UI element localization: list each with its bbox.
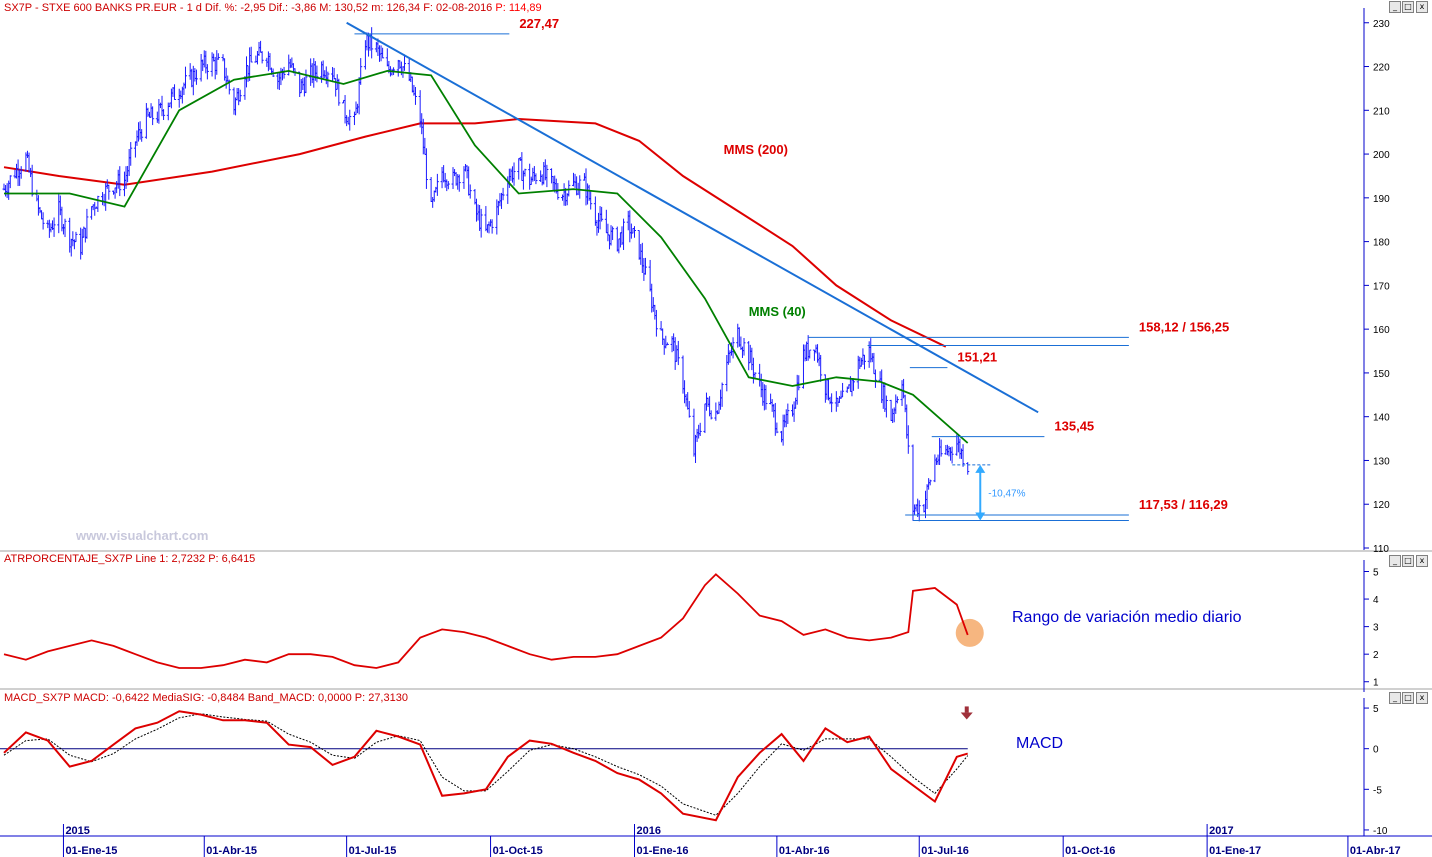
main-minimize-button[interactable]: _ <box>1389 1 1401 13</box>
time-tick-label: 01-Abr-15 <box>206 845 257 857</box>
watermark: www.visualchart.com <box>76 528 209 543</box>
level-label: 227,47 <box>519 16 559 31</box>
price-axis-tick-label: 220 <box>1373 63 1390 74</box>
time-tick-label: 01-Jul-16 <box>921 845 969 857</box>
macd-minimize-button[interactable]: _ <box>1389 692 1401 704</box>
price-axis-tick-label: 140 <box>1373 413 1390 424</box>
macd-arrow-head <box>960 712 973 720</box>
atr-highlight-circle <box>955 618 984 647</box>
trendline <box>346 21 1039 414</box>
price-axis-tick-label: 190 <box>1373 194 1390 205</box>
macd-pane-header: MACD_SX7P MACD: -0,6422 MediaSIG: -0,848… <box>4 692 408 704</box>
atr-axis-tick-label: 2 <box>1373 650 1379 661</box>
price-axis-tick-label: 110 <box>1373 544 1389 555</box>
main-restore-button[interactable]: □ <box>1402 1 1414 13</box>
atr-pane-header: ATRPORCENTAJE_SX7P Line 1: 2,7232 P: 6,6… <box>4 553 256 565</box>
price-axis-tick-label: 200 <box>1373 150 1390 161</box>
year-tick-label: 2015 <box>65 825 89 837</box>
main-pane-header: SX7P - STXE 600 BANKS PR.EUR - 1 d Dif. … <box>4 2 542 14</box>
time-tick-label: 01-Ene-15 <box>65 845 117 857</box>
time-tick-label: 01-Ene-17 <box>1209 845 1261 857</box>
macd-axis-tick-label: 0 <box>1373 745 1379 756</box>
main-close-button[interactable]: x <box>1416 1 1428 13</box>
macd-axis-tick-label: -10 <box>1373 826 1388 837</box>
atr-minimize-button[interactable]: _ <box>1389 555 1401 567</box>
level-label: 135,45 <box>1054 419 1094 434</box>
atr-axis-tick-label: 3 <box>1373 623 1379 634</box>
drop-percent-label: -10,47% <box>988 489 1025 500</box>
mms40-line <box>4 69 969 444</box>
atr-close-button[interactable]: x <box>1416 555 1428 567</box>
price-axis-tick-label: 120 <box>1373 500 1390 511</box>
macd-axis-tick-label: -5 <box>1373 785 1382 796</box>
level-label: 117,53 / 116,29 <box>1139 497 1228 512</box>
time-tick-label: 01-Oct-15 <box>493 845 543 857</box>
drop-arrow-head-down <box>975 512 986 521</box>
atr-line <box>3 573 969 669</box>
macd-annotation-label: MACD <box>1016 735 1064 752</box>
time-tick-label: 01-Jul-15 <box>349 845 397 857</box>
atr-axis-tick-label: 1 <box>1373 678 1379 689</box>
price-axis-tick-label: 230 <box>1373 19 1390 30</box>
macd-arrow-shaft <box>964 706 969 713</box>
macd-axis-tick-label: 5 <box>1373 704 1379 715</box>
price-axis-tick-label: 130 <box>1373 456 1390 467</box>
price-axis-tick-label: 170 <box>1373 281 1390 292</box>
main-pane-price: P: 114,89 <box>495 2 542 14</box>
time-tick-label: 01-Abr-17 <box>1350 845 1401 857</box>
main-pane-info: SX7P - STXE 600 BANKS PR.EUR - 1 d Dif. … <box>4 2 493 14</box>
macd-close-button[interactable]: x <box>1416 692 1428 704</box>
time-tick-label: 01-Oct-16 <box>1065 845 1115 857</box>
macd-signal-line <box>3 713 969 816</box>
atr-annotation-label: Rango de variación medio diario <box>1012 609 1242 626</box>
level-label: 158,12 / 156,25 <box>1139 319 1229 334</box>
atr-axis-tick-label: 5 <box>1373 568 1379 579</box>
time-tick-label: 01-Abr-16 <box>779 845 830 857</box>
year-tick-label: 2017 <box>1209 825 1233 837</box>
mms40-label: MMS (40) <box>749 304 806 319</box>
price-axis-tick-label: 160 <box>1373 325 1390 336</box>
mms200-label: MMS (200) <box>724 142 788 157</box>
level-label: 151,21 <box>957 350 997 365</box>
year-tick-label: 2016 <box>637 825 661 837</box>
price-axis-tick-label: 180 <box>1373 238 1390 249</box>
time-tick-label: 01-Ene-16 <box>637 845 689 857</box>
atr-axis-tick-label: 4 <box>1373 595 1379 606</box>
macd-line <box>3 710 968 822</box>
price-axis-tick-label: 150 <box>1373 369 1390 380</box>
drop-arrow-head-up <box>975 464 986 473</box>
atr-restore-button[interactable]: □ <box>1402 555 1414 567</box>
price-axis-tick-label: 210 <box>1373 106 1390 117</box>
macd-restore-button[interactable]: □ <box>1402 692 1414 704</box>
